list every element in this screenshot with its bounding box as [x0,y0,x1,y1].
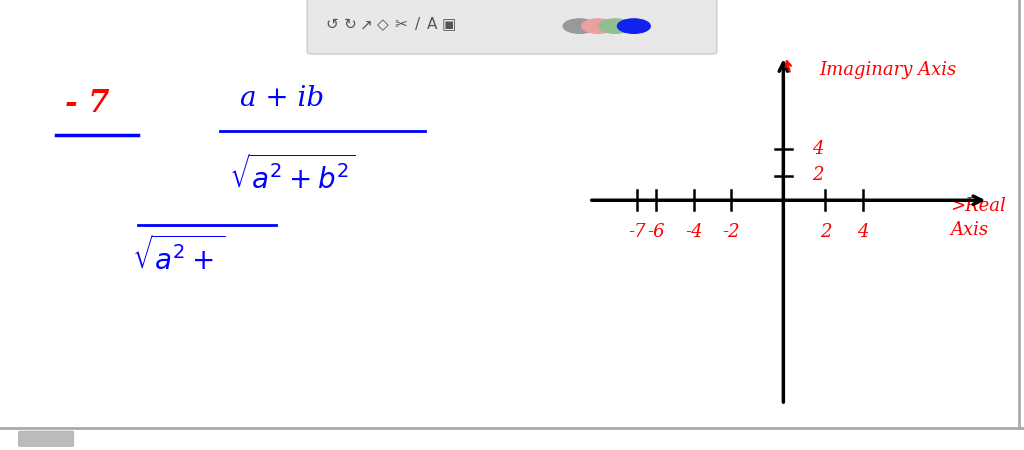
Text: >Real
Axis: >Real Axis [950,198,1006,239]
FancyBboxPatch shape [18,431,74,446]
Text: $\sqrt{a^2 +}$: $\sqrt{a^2 +}$ [132,237,226,276]
Text: ▣: ▣ [441,18,456,32]
Text: 4: 4 [857,223,869,241]
Text: $\sqrt{a^2+b^2}$: $\sqrt{a^2+b^2}$ [228,156,355,195]
FancyBboxPatch shape [307,0,717,54]
Circle shape [617,19,650,33]
Circle shape [599,19,632,33]
Text: ↻: ↻ [344,18,356,32]
Text: ↗: ↗ [360,18,373,32]
Text: /: / [415,18,421,32]
Text: 2: 2 [819,223,831,241]
Text: -4: -4 [685,223,703,241]
Circle shape [563,19,596,33]
Text: -2: -2 [722,223,740,241]
Text: ↺: ↺ [326,18,338,32]
Text: ◇: ◇ [377,18,389,32]
Text: a + ib: a + ib [240,86,324,112]
Text: 4: 4 [812,140,823,158]
Text: -7: -7 [628,223,646,241]
Text: - 7: - 7 [65,88,110,119]
Text: -6: -6 [647,223,666,241]
Text: 2: 2 [812,166,823,184]
Circle shape [582,19,614,33]
Text: ✂: ✂ [394,18,407,32]
Text: Imaginary Axis: Imaginary Axis [819,61,956,79]
Text: A: A [427,18,437,32]
